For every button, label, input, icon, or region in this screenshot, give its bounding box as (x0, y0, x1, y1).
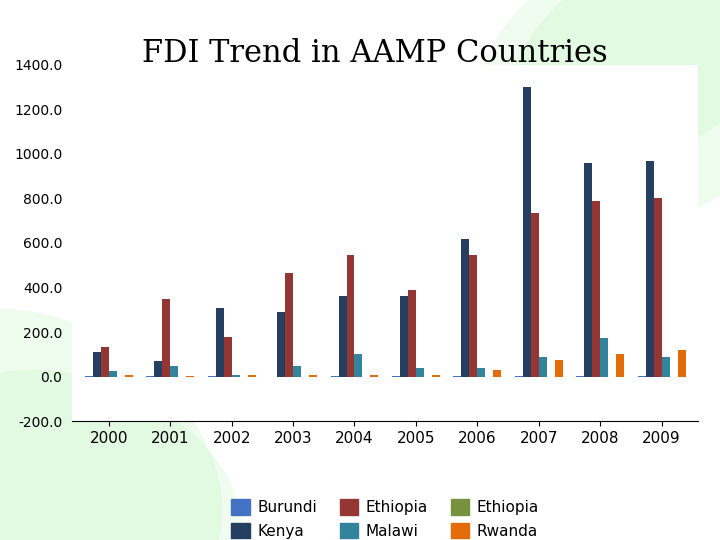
Bar (277, 312, 285, 377)
Bar (354, 354, 362, 377)
Bar (477, 368, 485, 377)
Bar (531, 213, 539, 377)
Bar (346, 255, 354, 377)
Bar (93, 352, 101, 377)
Bar (85, 376, 93, 377)
Bar (248, 375, 256, 377)
Bar (592, 201, 600, 377)
Legend: Burundi, Kenya, Ethiopia, Malawi, Ethiopia, Rwanda: Burundi, Kenya, Ethiopia, Malawi, Ethiop… (225, 493, 545, 540)
Bar (584, 163, 592, 377)
Bar (654, 199, 662, 377)
Bar (285, 273, 293, 377)
Bar (493, 370, 501, 377)
Bar (371, 375, 379, 377)
Bar (469, 255, 477, 377)
Bar (125, 375, 132, 377)
Bar (678, 350, 685, 377)
Text: FDI Trend in AAMP Countries: FDI Trend in AAMP Countries (142, 38, 607, 69)
Bar (154, 361, 162, 377)
Bar (232, 375, 240, 377)
Bar (432, 375, 440, 377)
Bar (616, 354, 624, 377)
Bar (216, 308, 224, 377)
Bar (101, 347, 109, 377)
Bar (162, 299, 170, 377)
Bar (462, 239, 469, 377)
Bar (400, 296, 408, 377)
Bar (646, 160, 654, 377)
Bar (186, 376, 194, 377)
Bar (416, 368, 424, 377)
Bar (554, 360, 563, 377)
Bar (662, 357, 670, 377)
Bar (309, 375, 317, 377)
Bar (539, 357, 546, 377)
Bar (109, 371, 117, 377)
Bar (600, 338, 608, 377)
Bar (293, 366, 301, 377)
Bar (170, 366, 179, 377)
Bar (338, 296, 346, 377)
Bar (224, 336, 232, 377)
Bar (523, 87, 531, 377)
Bar (408, 290, 416, 377)
